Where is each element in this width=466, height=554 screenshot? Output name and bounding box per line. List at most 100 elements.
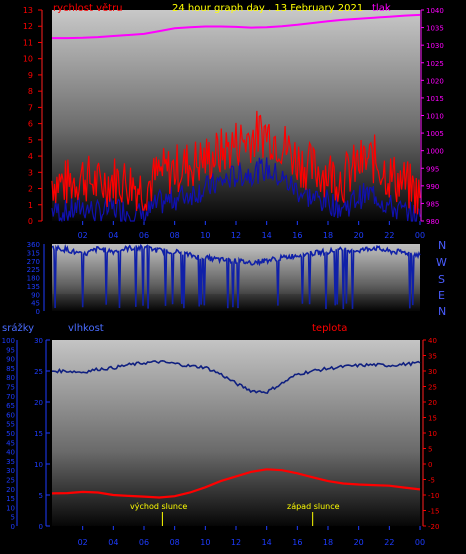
rain-tick-label: 30	[6, 467, 15, 475]
direction-tick-label: 90	[31, 291, 40, 299]
compass-w: W	[436, 256, 447, 269]
rain-tick-label: 90	[6, 356, 15, 364]
wind-tick-label: 11	[23, 38, 33, 47]
bottom-x-tick-label: 22	[384, 538, 394, 547]
humidity-tick-label: 20	[34, 399, 43, 407]
temp-tick-label: 25	[428, 384, 437, 392]
direction-tick-label: 360	[27, 241, 40, 249]
gust-series-line	[51, 157, 421, 223]
pressure-tick-label: 1000	[426, 148, 444, 156]
pressure-tick-label: 1025	[426, 60, 444, 68]
rain-tick-label: 55	[6, 421, 15, 429]
pressure-tick-label: 980	[426, 218, 439, 226]
humidity-tick-label: 15	[34, 430, 43, 438]
rain-tick-label: 95	[6, 346, 15, 354]
wind-tick-label: 0	[28, 217, 33, 226]
wind-tick-label: 1	[28, 201, 33, 210]
rain-tick-label: 70	[6, 393, 15, 401]
wind-tick-label: 3	[28, 168, 33, 177]
pressure-series-line	[52, 13, 421, 40]
temp-tick-label: 40	[428, 337, 437, 345]
wind-tick-label: 2	[28, 185, 33, 194]
wind-series-line	[51, 110, 421, 215]
pressure-tick-label: 985	[426, 200, 439, 208]
top-x-tick-label: 16	[292, 231, 302, 240]
humidity-tick-label: 0	[39, 523, 43, 531]
bottom-x-tick-label: 20	[354, 538, 364, 547]
pressure-tick-label: 1035	[426, 25, 444, 33]
wind-tick-label: 6	[28, 120, 33, 129]
pressure-tick-label: 990	[426, 183, 439, 191]
top-x-tick-label: 04	[108, 231, 118, 240]
compass-n-top: N	[438, 239, 446, 252]
humidity-series-line	[52, 359, 421, 394]
top-x-tick-label: 18	[323, 231, 333, 240]
rain-tick-label: 35	[6, 458, 15, 466]
humidity-tick-label: 25	[34, 368, 43, 376]
top-x-tick-label: 22	[384, 231, 394, 240]
wind-tick-label: 5	[28, 136, 33, 145]
temp-tick-label: -5	[428, 477, 435, 485]
rain-tick-label: 65	[6, 402, 15, 410]
rain-tick-label: 15	[6, 495, 15, 503]
temp-tick-label: 15	[428, 415, 437, 423]
rain-tick-label: 25	[6, 477, 15, 485]
direction-series-line	[51, 243, 421, 310]
rain-tick-label: 20	[6, 486, 15, 494]
wind-tick-label: 7	[28, 103, 33, 112]
compass-e: E	[438, 289, 445, 302]
bottom-x-tick-label: 12	[231, 538, 241, 547]
pressure-tick-label: 995	[426, 165, 439, 173]
temp-tick-label: -15	[428, 508, 439, 516]
top-x-tick-label: 20	[354, 231, 364, 240]
sunset-label: západ slunce	[287, 502, 340, 511]
pressure-tick-label: 1020	[426, 77, 444, 85]
bottom-panel-bg	[52, 340, 420, 526]
axis-ticks: 0123456789101112139809859909951000100510…	[2, 6, 444, 547]
rain-tick-label: 100	[2, 337, 15, 345]
humidity-tick-label: 10	[34, 461, 43, 469]
bottom-x-tick-label: 02	[78, 538, 88, 547]
top-x-tick-label: 02	[78, 231, 88, 240]
top-x-tick-label: 10	[200, 231, 210, 240]
temp-tick-label: 35	[428, 353, 437, 361]
pressure-label: tlak	[372, 3, 391, 14]
temp-tick-label: 20	[428, 399, 437, 407]
temp-tick-label: -10	[428, 492, 439, 500]
humidity-tick-label: 30	[34, 337, 43, 345]
top-x-tick-label: 06	[139, 231, 149, 240]
bottom-x-tick-label: 06	[139, 538, 149, 547]
graph-title: 24 hour graph day . 13 February 2021	[172, 3, 363, 14]
direction-tick-label: 270	[27, 258, 40, 266]
wind-tick-label: 9	[28, 71, 33, 80]
pressure-tick-label: 1005	[426, 130, 444, 138]
pressure-tick-label: 1030	[426, 42, 444, 50]
bottom-x-tick-label: 08	[170, 538, 180, 547]
rain-tick-label: 75	[6, 384, 15, 392]
rain-tick-label: 40	[6, 449, 15, 457]
temp-tick-label: 0	[428, 461, 432, 469]
wind-tick-label: 10	[23, 55, 33, 64]
humidity-tick-label: 5	[39, 492, 43, 500]
direction-tick-label: 0	[36, 308, 40, 316]
rain-tick-label: 5	[11, 514, 15, 522]
rain-tick-label: 45	[6, 439, 15, 447]
temp-tick-label: -20	[428, 523, 439, 531]
temp-tick-label: 10	[428, 430, 437, 438]
top-x-tick-label: 08	[170, 231, 180, 240]
compass-n-bottom: N	[438, 305, 446, 318]
rain-tick-label: 85	[6, 365, 15, 373]
wind-tick-label: 4	[28, 152, 33, 161]
direction-tick-label: 225	[27, 266, 40, 274]
rain-tick-label: 60	[6, 411, 15, 419]
series-layer	[51, 13, 421, 499]
pressure-tick-label: 1010	[426, 113, 444, 121]
wind-tick-label: 13	[23, 6, 33, 15]
top-panel-bg	[52, 10, 420, 221]
rain-tick-label: 50	[6, 430, 15, 438]
wind-tick-label: 12	[23, 22, 33, 31]
bottom-x-tick-label: 16	[292, 538, 302, 547]
direction-tick-label: 135	[27, 283, 40, 291]
